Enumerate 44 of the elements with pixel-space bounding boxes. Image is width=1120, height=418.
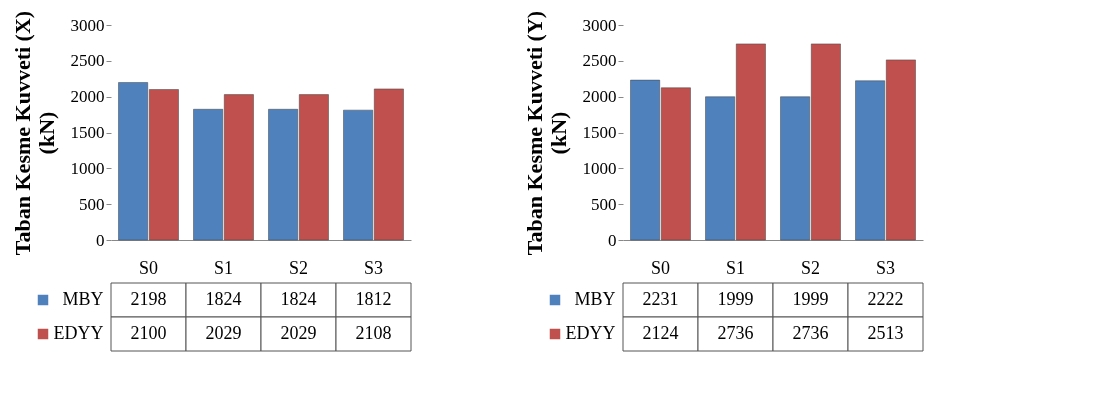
y-tick-label: 3000 bbox=[582, 15, 617, 35]
data-label: 2736 bbox=[717, 323, 754, 343]
y-tick-label: 3000 bbox=[70, 15, 105, 35]
x-tick-label: S0 bbox=[650, 257, 671, 278]
x-tick-label: S1 bbox=[725, 257, 746, 278]
data-label: 2198 bbox=[130, 289, 167, 309]
y-tick-label: 1500 bbox=[70, 123, 105, 142]
data-label: 1824 bbox=[280, 289, 317, 309]
data-label: 2513 bbox=[867, 323, 904, 343]
x-tick-label: S3 bbox=[363, 257, 384, 278]
x-tick-label: S2 bbox=[800, 257, 821, 278]
y-tick-label: 500 bbox=[79, 194, 105, 214]
data-label: 1812 bbox=[355, 289, 392, 309]
x-tick-label: S0 bbox=[138, 257, 159, 278]
y-tick-label: 1000 bbox=[582, 158, 617, 178]
legend-label: MBY bbox=[62, 289, 104, 309]
data-label: 2100 bbox=[130, 323, 167, 343]
y-tick-label: 500 bbox=[591, 194, 617, 214]
y-axis-title: Taban Kesme Kuvveti (X) (kN) bbox=[9, 10, 59, 256]
data-label: 2029 bbox=[280, 323, 317, 343]
y-tick-label: 0 bbox=[608, 230, 617, 250]
data-label: 2222 bbox=[867, 289, 904, 309]
data-label: 1999 bbox=[717, 289, 754, 309]
data-label: 1824 bbox=[205, 289, 242, 309]
y-tick-label: 1500 bbox=[582, 123, 617, 142]
data-label: 2108 bbox=[355, 323, 392, 343]
y-axis-title: Taban Kesme Kuvveti (Y) (kN) bbox=[521, 10, 571, 256]
data-label: 2124 bbox=[642, 323, 679, 343]
x-tick-label: S2 bbox=[288, 257, 309, 278]
legend-label: EDYY bbox=[565, 323, 616, 343]
x-tick-label: S3 bbox=[875, 257, 896, 278]
legend-label: EDYY bbox=[53, 323, 104, 343]
y-tick-label: 2500 bbox=[70, 51, 105, 71]
data-label: 1999 bbox=[792, 289, 829, 309]
y-tick-label: 2000 bbox=[70, 87, 105, 107]
x-tick-label: S1 bbox=[213, 257, 234, 278]
y-tick-label: 2500 bbox=[582, 51, 617, 71]
y-tick-label: 1000 bbox=[70, 158, 105, 178]
y-tick-label: 2000 bbox=[582, 87, 617, 107]
data-label: 2231 bbox=[642, 289, 679, 309]
data-label: 2029 bbox=[205, 323, 242, 343]
y-tick-label: 0 bbox=[96, 230, 105, 250]
legend-label: MBY bbox=[574, 289, 616, 309]
data-label: 2736 bbox=[792, 323, 829, 343]
